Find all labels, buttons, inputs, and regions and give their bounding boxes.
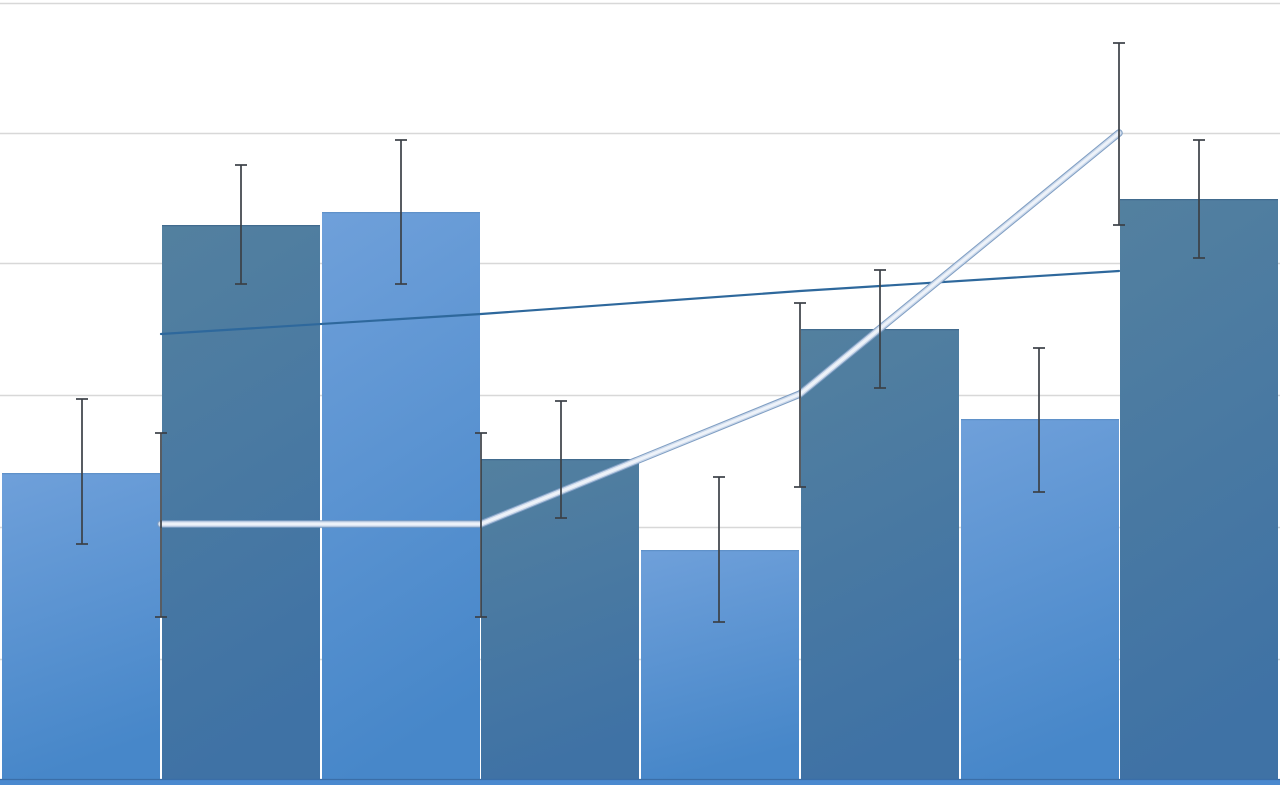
bar-error-bar-3 — [395, 139, 407, 285]
bar-error-bar-5 — [713, 476, 725, 623]
thick-line-stroke — [159, 131, 1121, 526]
bar-error-bar-6 — [874, 269, 886, 389]
thin-trend-line — [159, 269, 1121, 336]
bar-column-7 — [961, 419, 1119, 779]
bars-group-front — [1120, 199, 1278, 779]
bars-group — [2, 212, 1119, 779]
bar-column-2 — [162, 225, 320, 779]
bar-error-bar-4 — [555, 400, 567, 519]
line-error-bar-1 — [155, 432, 167, 618]
bar-column-5 — [641, 550, 799, 779]
thick-highlight-line — [157, 129, 1123, 528]
bar-error-bar-7 — [1033, 347, 1045, 493]
bar-column-4 — [481, 459, 639, 779]
bar-column-1 — [2, 473, 160, 779]
bar-column-8 — [1120, 199, 1278, 779]
bar-error-bar-8 — [1193, 139, 1205, 259]
line-error-bar-4 — [1113, 42, 1125, 226]
error-bars-group — [76, 42, 1205, 623]
bar-column-3 — [322, 212, 480, 779]
bar-column-6 — [801, 329, 959, 779]
bar-error-bar-2 — [235, 164, 247, 285]
line-error-bar-2 — [475, 432, 487, 618]
bar-error-bar-1 — [76, 398, 88, 545]
baseline-band — [0, 780, 1280, 785]
line-error-bar-3 — [794, 302, 806, 488]
